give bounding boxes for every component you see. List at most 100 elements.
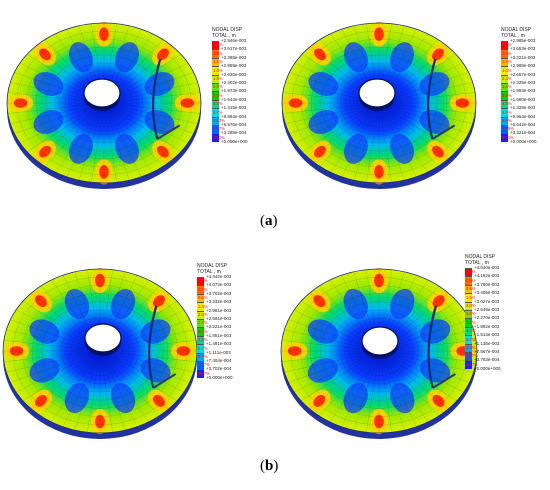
mesh-line xyxy=(396,340,477,350)
legend-value: +6.642e-004 xyxy=(510,122,536,127)
mesh-line xyxy=(26,54,91,95)
legend-value: +3.405e-003 xyxy=(474,290,500,296)
mesh-line xyxy=(387,279,429,339)
low-displacement-arm xyxy=(64,289,90,320)
mesh-line xyxy=(389,362,439,417)
low-displacement-arm xyxy=(29,358,60,383)
mesh-line xyxy=(19,110,89,144)
contour-panel-a-left: NODAL DISP TOTAL , m 0.4% 1.0% 1.1% 1.0% 1.9… xyxy=(0,0,275,200)
peak-displacement-lobe xyxy=(374,414,384,429)
legend-value: +2.630e-003 xyxy=(221,71,247,77)
legend-percentage: 13.7% xyxy=(466,353,478,359)
legend-value: +3.288e-003 xyxy=(221,54,247,60)
legend-swatch xyxy=(501,49,508,58)
legend-swatch xyxy=(212,99,219,109)
mesh-line xyxy=(282,92,362,102)
mesh-line xyxy=(117,352,197,362)
mesh-line xyxy=(387,115,428,173)
mesh-line xyxy=(10,106,88,124)
mesh-line xyxy=(391,113,448,160)
legend-swatch xyxy=(465,284,472,294)
mesh-ring xyxy=(340,70,418,136)
disc xyxy=(280,267,478,439)
mesh-line xyxy=(102,365,113,433)
mesh-line xyxy=(106,23,117,89)
mesh-line xyxy=(385,364,417,427)
legend-percentage: 8.9% xyxy=(198,353,208,359)
legend-swatch xyxy=(465,309,472,319)
legend-swatch xyxy=(212,108,219,117)
mesh-line xyxy=(310,113,367,160)
legend-swatch xyxy=(212,57,219,67)
mesh-line xyxy=(35,113,92,160)
legend-percentage: 1.1% xyxy=(213,59,223,65)
mesh-line xyxy=(282,104,362,114)
low-displacement-arm xyxy=(140,358,171,383)
legend-percentage: 9.9% xyxy=(502,117,512,123)
legend-value: +1.993e-003 xyxy=(510,88,536,94)
mesh-line xyxy=(395,356,470,383)
low-displacement-arm xyxy=(344,42,368,73)
mesh-line xyxy=(394,309,464,344)
mesh-line xyxy=(284,354,362,373)
legend-value: +7.404e-004 xyxy=(206,358,232,363)
mesh-line xyxy=(106,364,138,427)
mesh-line xyxy=(383,116,405,181)
mesh-line xyxy=(114,39,164,92)
mesh-line xyxy=(394,110,464,144)
mesh-line xyxy=(301,54,366,95)
mesh-line xyxy=(294,110,364,144)
legend-percentage: 1.0% xyxy=(502,67,512,73)
mesh-line xyxy=(110,29,142,90)
legend-swatch xyxy=(197,293,204,303)
peak-displacement-lobe xyxy=(157,145,169,158)
mesh-line xyxy=(383,25,405,90)
legend-value: +3.702e-003 xyxy=(206,290,232,296)
mesh-line xyxy=(285,82,363,100)
low-displacement-arm xyxy=(144,72,175,96)
mesh-ring xyxy=(291,30,467,176)
crack-cut xyxy=(152,373,177,389)
mesh-line xyxy=(35,46,92,93)
mesh-line xyxy=(288,356,363,383)
peak-displacement-lobe xyxy=(39,145,51,158)
legend-value: +3.617e-003 xyxy=(221,46,247,52)
mesh-ring xyxy=(65,70,143,136)
mesh-line xyxy=(281,340,362,350)
legend-value: +2.961e-003 xyxy=(206,307,232,313)
mesh-line xyxy=(31,361,88,410)
legend-swatch xyxy=(465,293,472,302)
legend: NODAL DISP TOTAL , m 0.4% 0.7% 0.6% 1.4% 2.0… xyxy=(197,263,257,390)
legend-swatch xyxy=(501,66,508,75)
legend-percentage: 0.4% xyxy=(213,42,223,48)
peak-displacement-lobe xyxy=(35,394,47,407)
mesh-line xyxy=(10,82,88,100)
mesh-line xyxy=(66,116,98,177)
legend-value: +2.302e-003 xyxy=(221,80,247,85)
legend-swatch xyxy=(501,82,508,92)
mesh-ring xyxy=(16,30,192,176)
mesh-line xyxy=(366,117,377,183)
peak-displacement-lobe xyxy=(432,295,445,308)
mesh-ring xyxy=(41,301,159,401)
legend-percentage: 15.7% xyxy=(213,126,225,132)
mesh-line xyxy=(353,365,375,431)
mesh-line xyxy=(294,309,364,344)
mesh-line xyxy=(309,361,367,410)
legend-swatch xyxy=(501,124,508,134)
mesh-line xyxy=(319,114,369,167)
low-displacement-arm xyxy=(390,133,414,164)
legend-value: +2.946e-003 xyxy=(221,38,247,43)
low-displacement-arm xyxy=(344,133,368,164)
mesh-line xyxy=(44,39,94,92)
legend-value: +3.702e-004 xyxy=(206,366,232,372)
mesh-line xyxy=(319,39,369,92)
caption-b: (b) xyxy=(260,458,279,474)
mesh-line xyxy=(381,117,392,183)
legend-value: +3.653e-003 xyxy=(510,46,536,52)
legend-percentage: 3.1% xyxy=(466,319,476,325)
mesh-line xyxy=(389,114,439,167)
mesh-line xyxy=(112,33,153,91)
mesh-line xyxy=(6,329,84,348)
mesh-line xyxy=(288,319,363,346)
